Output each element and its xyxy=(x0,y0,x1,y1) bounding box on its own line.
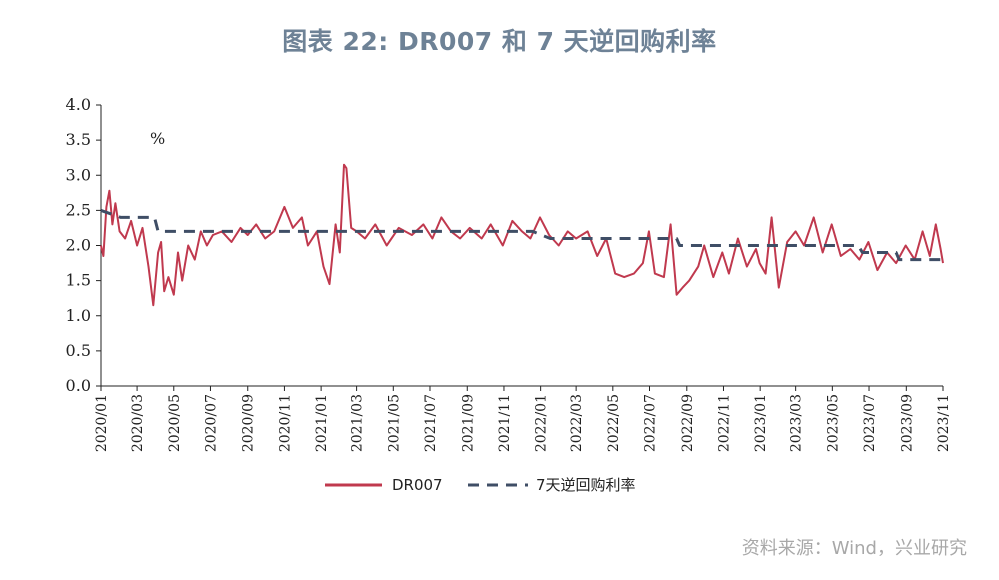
y-tick-label: 2.5 xyxy=(66,200,91,219)
x-tick-label: 2020/11 xyxy=(277,394,293,452)
x-tick-label: 2022/07 xyxy=(643,394,659,452)
legend: DR007 7天逆回购利率 xyxy=(325,476,636,494)
y-tick-label: 1.5 xyxy=(66,271,91,290)
chart-title: 图表 22: DR007 和 7 天逆回购利率 xyxy=(282,27,717,56)
x-tick-label: 2023/05 xyxy=(825,394,841,452)
x-tick-label: 2023/01 xyxy=(753,394,769,452)
y-tick-label: 3.5 xyxy=(66,130,91,149)
x-tick-label: 2020/01 xyxy=(94,394,110,452)
x-tick-label: 2020/05 xyxy=(167,394,183,452)
y-tick-label: 3.0 xyxy=(66,165,91,184)
x-tick-label: 2021/09 xyxy=(460,394,476,452)
y-tick-label: 1.0 xyxy=(66,306,91,325)
x-tick-label: 2020/07 xyxy=(203,394,219,452)
x-tick-label: 2023/07 xyxy=(862,394,878,452)
x-tick-label: 2023/11 xyxy=(936,394,952,452)
x-tick-label: 2023/09 xyxy=(899,394,915,452)
source-note: 资料来源：Wind，兴业研究 xyxy=(741,538,967,559)
x-tick-label: 2021/11 xyxy=(497,394,513,452)
x-tick-label: 2020/09 xyxy=(241,394,257,452)
series-line-repo xyxy=(100,208,943,262)
x-tick-label: 2022/05 xyxy=(606,394,622,452)
x-tick-label: 2022/09 xyxy=(680,394,696,452)
y-tick-label: 0.0 xyxy=(66,376,91,395)
y-tick-label: 4.0 xyxy=(66,95,91,114)
y-tick-label: 0.5 xyxy=(66,341,91,360)
x-tick-label: 2022/03 xyxy=(569,394,585,452)
x-tick-label: 2021/07 xyxy=(423,394,439,452)
y-axis: 0.0 0.5 1.0 1.5 2.0 2.5 3.0 3.5 4.0 xyxy=(66,95,102,395)
series-line-dr007 xyxy=(100,163,944,307)
series-layer xyxy=(100,163,944,307)
x-tick-label: 2021/03 xyxy=(350,394,366,452)
x-tick-label: 2021/05 xyxy=(386,394,402,452)
x-tick-label: 2020/03 xyxy=(130,394,146,452)
unit-label: % xyxy=(150,129,165,148)
x-tick-label: 2022/11 xyxy=(716,394,732,452)
x-axis: 2020/01 2020/03 2020/05 2020/07 2020/09 2020/… xyxy=(94,385,952,452)
legend-label-repo: 7天逆回购利率 xyxy=(536,476,636,494)
x-tick-label: 2022/01 xyxy=(534,394,550,452)
x-tick-label: 2021/01 xyxy=(314,394,330,452)
y-tick-label: 2.0 xyxy=(66,236,91,255)
x-tick-label: 2023/03 xyxy=(789,394,805,452)
legend-label-dr007: DR007 xyxy=(392,476,443,494)
